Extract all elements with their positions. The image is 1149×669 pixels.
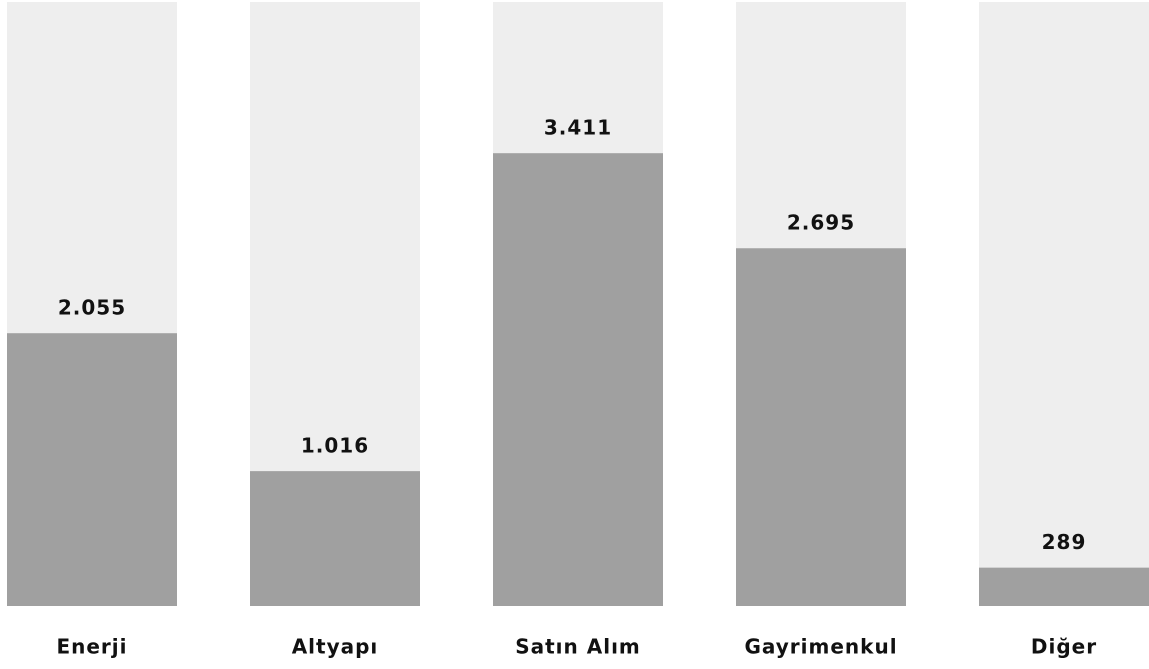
value-label: 2.055 bbox=[58, 296, 126, 320]
bar bbox=[979, 567, 1149, 606]
value-label: 3.411 bbox=[544, 116, 612, 140]
bar-track bbox=[979, 2, 1149, 606]
bar bbox=[250, 471, 420, 606]
value-label: 289 bbox=[1042, 530, 1087, 554]
x-tick-label: Altyapı bbox=[292, 635, 379, 659]
x-tick-label: Enerji bbox=[56, 635, 127, 659]
bar bbox=[493, 153, 663, 606]
x-tick-label: Diğer bbox=[1031, 635, 1097, 659]
bar bbox=[7, 333, 177, 606]
value-label: 2.695 bbox=[787, 211, 855, 235]
x-tick-label: Gayrimenkul bbox=[744, 635, 897, 659]
value-label: 1.016 bbox=[301, 434, 369, 458]
bar bbox=[736, 248, 906, 606]
x-tick-label: Satın Alım bbox=[515, 635, 641, 659]
